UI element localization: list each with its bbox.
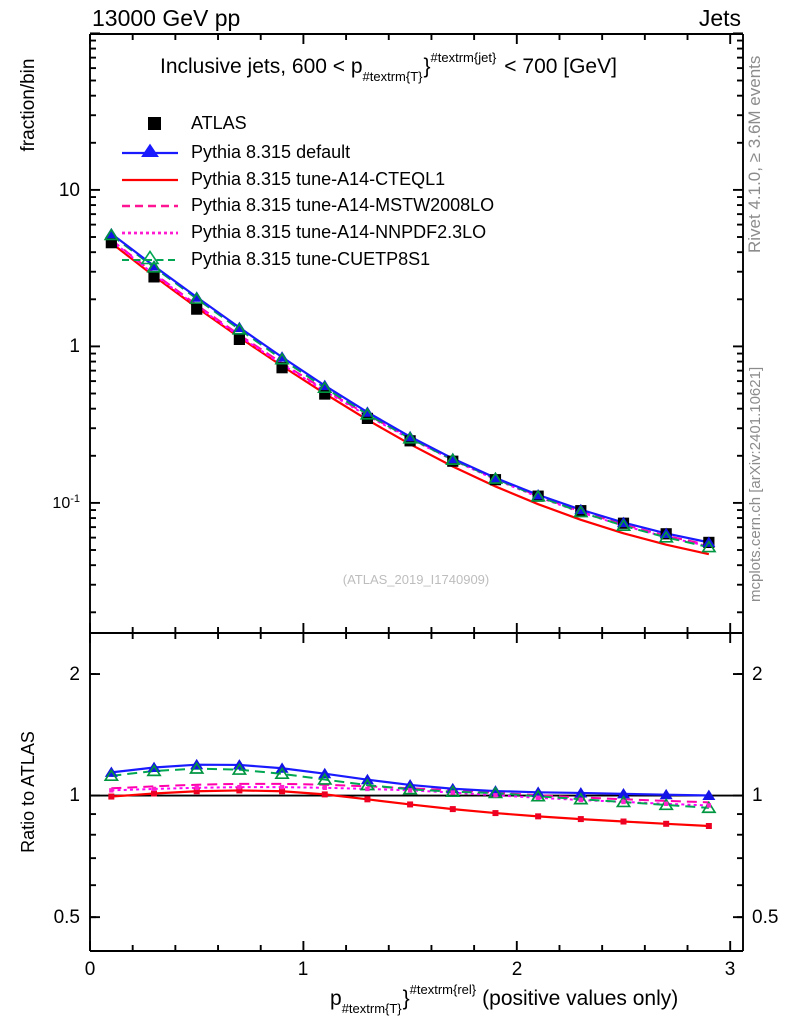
svg-text:ATLAS: ATLAS	[191, 113, 247, 133]
svg-text:1: 1	[298, 959, 309, 980]
svg-text:1: 1	[752, 785, 763, 806]
svg-text:0.5: 0.5	[752, 907, 778, 928]
svg-text:Rivet 4.1.0, ≥ 3.6M events: Rivet 4.1.0, ≥ 3.6M events	[745, 56, 764, 253]
svg-text:1: 1	[69, 785, 80, 806]
svg-text:Pythia 8.315 default: Pythia 8.315 default	[191, 142, 350, 162]
svg-text:fraction/bin: fraction/bin	[18, 59, 39, 152]
svg-text:Pythia 8.315 tune-A14-NNPDF2.3: Pythia 8.315 tune-A14-NNPDF2.3LO	[191, 222, 486, 242]
svg-text:Jets: Jets	[699, 5, 741, 31]
svg-text:2: 2	[752, 664, 763, 685]
svg-text:13000 GeV pp: 13000 GeV pp	[92, 5, 240, 31]
svg-text:0: 0	[85, 959, 96, 980]
svg-text:Pythia 8.315 tune-A14-CTEQL1: Pythia 8.315 tune-A14-CTEQL1	[191, 169, 445, 189]
svg-text:Ratio to ATLAS: Ratio to ATLAS	[18, 731, 38, 853]
svg-text:mcplots.cern.ch [arXiv:2401.10: mcplots.cern.ch [arXiv:2401.10621]	[747, 367, 764, 602]
svg-text:Pythia 8.315 tune-A14-MSTW2008: Pythia 8.315 tune-A14-MSTW2008LO	[191, 195, 494, 215]
svg-text:(ATLAS_2019_I1740909): (ATLAS_2019_I1740909)	[343, 572, 489, 587]
svg-text:3: 3	[725, 959, 736, 980]
svg-text:Pythia 8.315 tune-CUETP8S1: Pythia 8.315 tune-CUETP8S1	[191, 249, 430, 269]
svg-text:2: 2	[69, 664, 80, 685]
svg-text:0.5: 0.5	[54, 907, 80, 928]
svg-text:10: 10	[59, 180, 80, 201]
svg-text:1: 1	[69, 336, 80, 357]
svg-text:2: 2	[512, 959, 523, 980]
